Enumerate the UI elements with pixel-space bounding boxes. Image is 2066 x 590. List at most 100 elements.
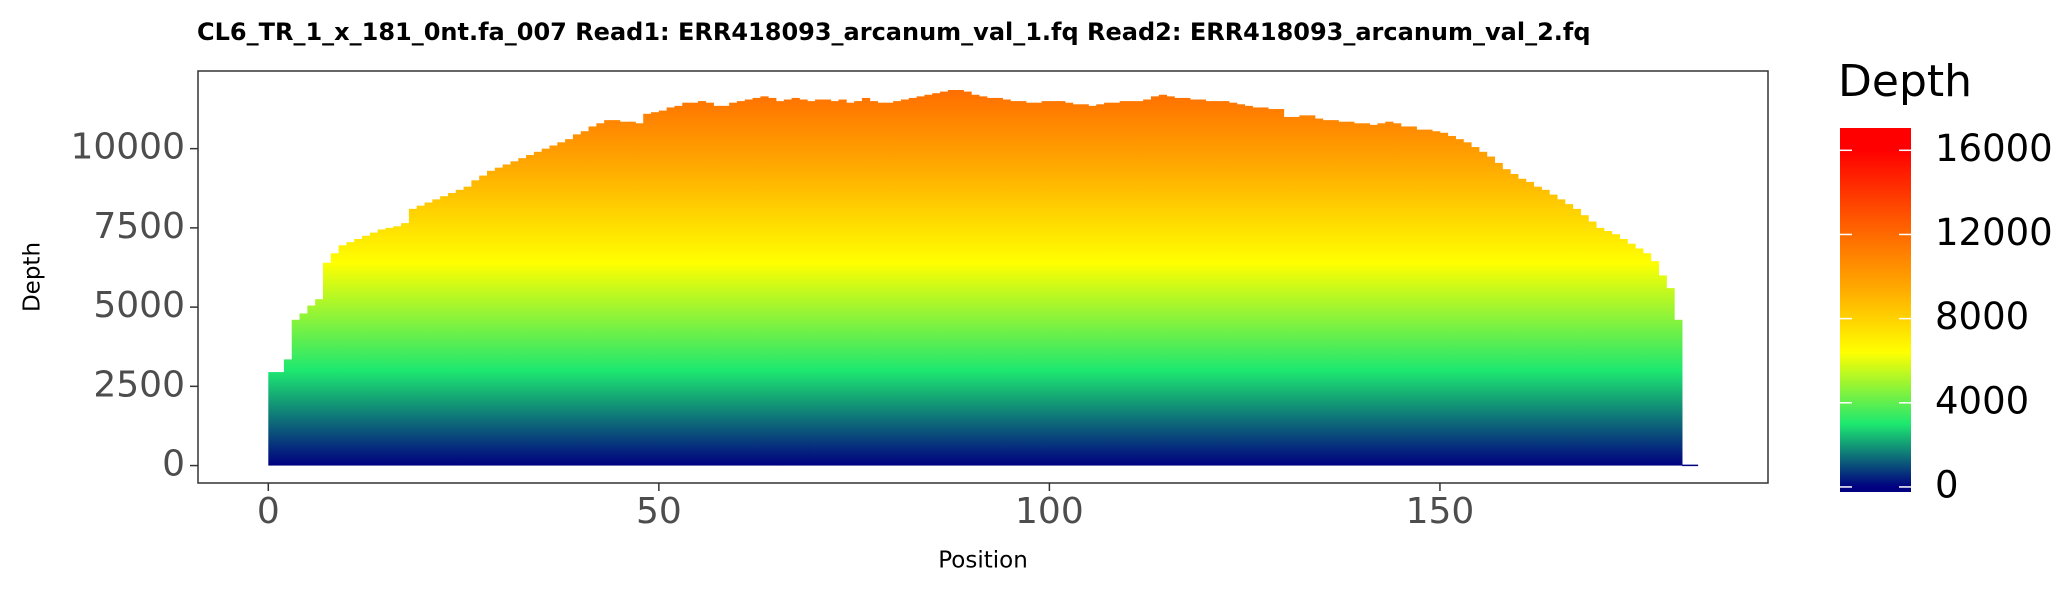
bar xyxy=(1221,101,1230,466)
colorbar xyxy=(1840,128,1911,492)
bar xyxy=(510,161,519,466)
bar xyxy=(385,227,394,466)
bar xyxy=(408,208,418,466)
bar xyxy=(322,262,332,466)
bar xyxy=(1627,243,1636,466)
bar xyxy=(940,91,949,466)
bar xyxy=(432,199,441,466)
bar xyxy=(776,101,785,466)
bar xyxy=(1564,204,1574,466)
bar xyxy=(1018,101,1027,466)
bar xyxy=(1385,121,1394,466)
bar xyxy=(1572,208,1581,466)
bar xyxy=(822,99,832,466)
bar xyxy=(619,121,629,466)
bar xyxy=(1424,129,1433,466)
bar xyxy=(549,145,558,466)
bar xyxy=(1283,116,1292,466)
bar xyxy=(1080,104,1089,466)
bar xyxy=(651,112,660,466)
bar xyxy=(971,94,980,466)
bar xyxy=(1611,234,1620,466)
bar xyxy=(346,242,355,466)
bar xyxy=(338,245,347,466)
bar xyxy=(1252,107,1261,466)
bar xyxy=(1408,126,1417,466)
bar xyxy=(1502,169,1511,466)
bar xyxy=(393,226,402,466)
bar xyxy=(1143,99,1152,466)
y-tick-label: 0 xyxy=(162,444,185,485)
bar xyxy=(362,235,371,466)
bar xyxy=(635,123,644,466)
bar xyxy=(1244,105,1253,466)
bar xyxy=(1330,120,1339,466)
bar xyxy=(1393,123,1402,466)
bar xyxy=(1525,181,1535,466)
bar xyxy=(1010,101,1019,466)
bar xyxy=(1135,101,1144,466)
bar xyxy=(283,359,293,466)
bar xyxy=(1471,147,1480,466)
bar xyxy=(401,223,410,466)
bar xyxy=(1596,227,1605,466)
bar xyxy=(1088,105,1097,466)
bar xyxy=(1307,115,1316,466)
bar xyxy=(1174,97,1183,466)
bar xyxy=(1541,189,1550,466)
colorbar-tick-label: 8000 xyxy=(1935,295,2029,338)
bar xyxy=(440,196,449,466)
bar xyxy=(1104,102,1113,466)
bar xyxy=(916,96,925,466)
y-tick-label: 2500 xyxy=(93,364,185,405)
colorbar-tick-label: 4000 xyxy=(1935,379,2029,422)
bar xyxy=(1416,129,1425,466)
bar xyxy=(494,167,504,466)
bar xyxy=(1447,135,1456,466)
bar xyxy=(838,99,847,466)
bar xyxy=(1213,101,1222,466)
bar xyxy=(986,97,996,466)
bar xyxy=(307,305,316,466)
bar xyxy=(1455,139,1464,466)
bar xyxy=(315,299,324,466)
bar xyxy=(1275,109,1285,466)
bar xyxy=(1510,174,1519,466)
colorbar-tick-label: 16000 xyxy=(1935,127,2053,170)
bar xyxy=(963,91,972,466)
bar xyxy=(354,238,363,466)
bar xyxy=(815,99,824,466)
bar xyxy=(994,97,1003,466)
bar xyxy=(932,93,941,466)
colorbar-tick-label: 12000 xyxy=(1935,211,2053,254)
bar xyxy=(1588,221,1597,466)
bar xyxy=(947,90,957,466)
bar xyxy=(502,164,511,466)
bar xyxy=(487,170,496,466)
bar xyxy=(1072,104,1082,466)
bar xyxy=(697,101,707,466)
bar xyxy=(1041,101,1050,466)
bar xyxy=(1268,109,1277,466)
legend-title: Depth xyxy=(1838,56,1972,107)
bar xyxy=(1400,126,1410,466)
bar xyxy=(276,372,285,466)
y-axis-label: Depth xyxy=(20,242,46,312)
bar xyxy=(1643,253,1652,466)
bar xyxy=(471,180,480,466)
bar xyxy=(627,121,636,466)
bar xyxy=(1486,156,1496,466)
bar xyxy=(1518,178,1527,466)
y-tick-label: 7500 xyxy=(93,206,185,247)
bar xyxy=(1322,120,1331,466)
bar xyxy=(596,123,605,466)
bar xyxy=(955,90,964,466)
bar xyxy=(1658,275,1667,466)
bar xyxy=(713,105,722,466)
bar xyxy=(369,232,379,466)
y-tick-label: 10000 xyxy=(70,127,185,168)
bar xyxy=(729,102,738,466)
bar xyxy=(1166,96,1175,466)
bar xyxy=(1119,101,1128,466)
bar xyxy=(572,134,582,466)
